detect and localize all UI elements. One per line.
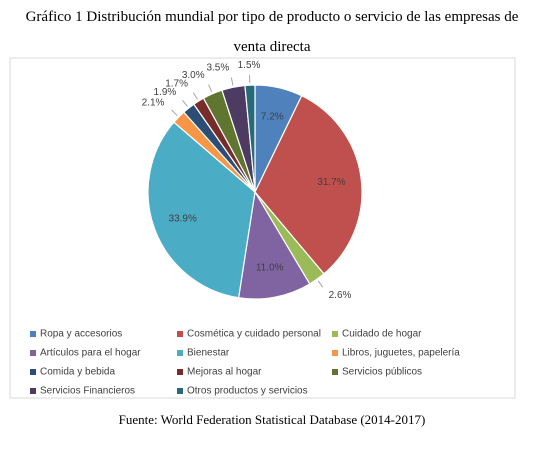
legend-label: Otros productos y servicios [187,386,308,397]
data-label: 2.6% [329,290,352,301]
legend-label: Servicios Financieros [40,386,135,397]
leader-line [208,84,213,93]
data-label: 2.1% [142,98,165,109]
pie-slice [237,190,311,300]
chart-frame [9,57,516,399]
legend-label: Cosmética y cuidado personal [187,329,321,340]
legend-label: Artículos para el hogar [40,348,141,359]
leader-line [171,109,178,116]
legend-swatch [30,369,36,375]
legend-swatch [177,331,183,337]
data-label: 31.7% [317,177,345,188]
pie-slice [147,121,256,299]
data-label: 3.0% [182,70,205,81]
leader-line [317,280,324,288]
data-label: 7.2% [261,112,284,123]
leader-line [192,92,198,100]
legend-swatch [30,350,36,356]
legend-swatch [177,388,183,394]
data-label: 1.7% [165,79,188,90]
legend-swatch [332,350,338,356]
legend-label: Bienestar [187,348,230,359]
legend-label: Libros, juguetes, papelería [342,348,460,359]
legend-swatch [332,331,338,337]
legend-label: Cuidado de hogar [342,329,422,340]
leader-line [230,77,234,86]
legend-swatch [177,369,183,375]
legend-swatch [177,350,183,356]
legend-label: Comida y bebida [40,367,115,378]
legend-label: Ropa y accesorios [40,329,122,340]
pie-slice [244,84,256,193]
data-label: 1.5% [238,60,261,71]
data-label: 1.9% [153,87,176,98]
pie-slice [254,94,363,275]
legend-swatch [30,388,36,394]
legend-swatch [332,369,338,375]
legend-label: Servicios públicos [342,367,422,378]
data-label: 3.5% [206,62,229,73]
data-label: 33.9% [169,213,197,224]
chart-source: Fuente: World Federation Statistical Dat… [118,412,426,427]
legend-label: Mejoras al hogar [187,367,262,378]
chart-title: Gráfico 1 Distribución mundial por tipo … [25,9,519,55]
data-label: 11.0% [256,262,284,273]
leader-line [182,99,188,107]
legend-swatch [30,331,36,337]
